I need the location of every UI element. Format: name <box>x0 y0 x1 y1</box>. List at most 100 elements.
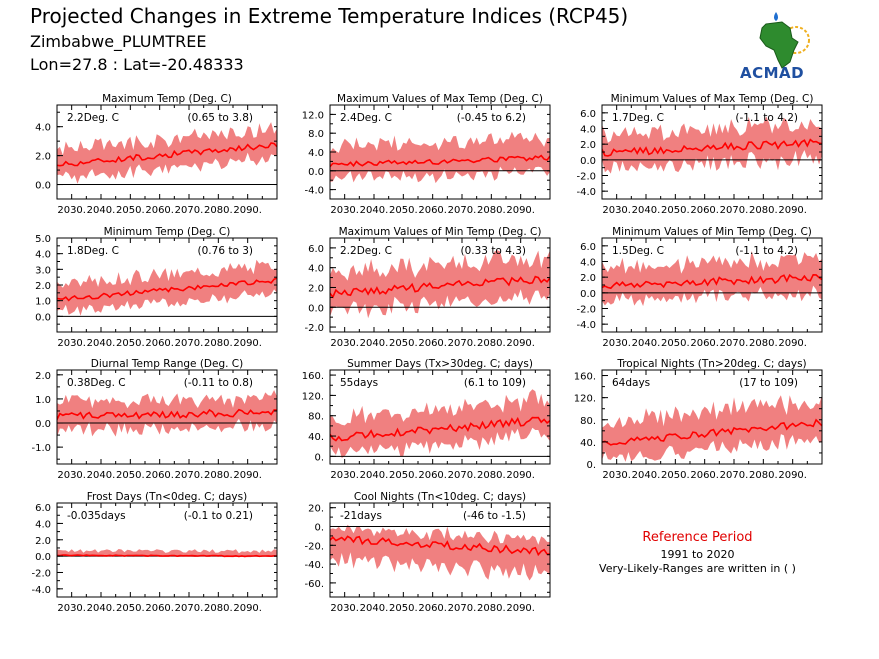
x-tick-label: 2050. <box>661 205 690 216</box>
y-tick-label: -40. <box>304 560 324 571</box>
y-tick-label: 6.0 <box>580 242 596 253</box>
reference-period-title: Reference Period <box>642 530 753 545</box>
y-tick-label: -4.0 <box>304 186 324 197</box>
x-tick-label: 2050. <box>389 338 418 349</box>
mean-change-label: 1.8Deg. C <box>67 245 119 257</box>
y-tick-label: 6.0 <box>580 109 596 120</box>
likely-range-label: (-1.1 to 4.2) <box>735 112 798 124</box>
chart-panel: 2030. 2040. 2050. 2060. 2070. 2080. 2090. -1.0 0… <box>31 358 278 481</box>
x-tick-label: 2080. <box>749 338 778 349</box>
x-tick-label: 2040. <box>87 470 116 481</box>
x-tick-label: 2070. <box>720 205 749 216</box>
x-tick-label: 2090. <box>233 470 262 481</box>
x-tick-label: 2030. <box>57 338 86 349</box>
y-tick-label: 2.0 <box>35 152 51 163</box>
mean-line <box>330 535 550 557</box>
chart-panel: 2030. 2040. 2050. 2060. 2070. 2080. 2090. -4.0 -… <box>576 93 823 216</box>
x-tick-label: 2080. <box>204 205 233 216</box>
plot-frame <box>56 104 278 200</box>
x-tick-label: 2060. <box>145 603 174 614</box>
chart-panel: 2030. 2040. 2050. 2060. 2070. 2080. 2090. -2.0 0… <box>304 226 551 349</box>
y-tick-label: 6.0 <box>308 244 324 255</box>
likely-range-label: (17 to 109) <box>739 377 798 389</box>
x-tick-label: 2060. <box>145 470 174 481</box>
x-tick-label: 2040. <box>360 205 389 216</box>
range-band <box>602 251 822 307</box>
y-tick-label: 4.0 <box>580 258 596 269</box>
y-tick-label: 1.0 <box>35 395 51 406</box>
x-tick-label: 2090. <box>506 338 535 349</box>
likely-range-label: (-0.45 to 6.2) <box>457 112 526 124</box>
likely-range-label: (6.1 to 109) <box>464 377 526 389</box>
x-tick-label: 2030. <box>57 470 86 481</box>
y-tick-label: 0.0 <box>308 303 324 314</box>
range-band <box>330 131 550 184</box>
station-name: Zimbabwe_PLUMTREE <box>30 32 207 51</box>
y-tick-label: 80. <box>580 416 596 427</box>
likely-range-label: (0.33 to 4.3) <box>461 245 527 257</box>
mean-change-label: 64days <box>612 377 650 389</box>
likely-range-label: (0.76 to 3) <box>198 245 253 257</box>
y-tick-label: 0.0 <box>35 181 51 192</box>
plot-frame <box>56 369 278 465</box>
y-tick-label: 0.0 <box>35 312 51 323</box>
range-band <box>330 524 550 581</box>
chart-panel: 2030. 2040. 2050. 2060. 2070. 2080. 2090. -4.0 -… <box>31 491 278 614</box>
y-tick-label: 1.0 <box>35 297 51 308</box>
y-tick-label: 4.0 <box>580 125 596 136</box>
mean-line <box>57 142 277 167</box>
x-tick-label: 2050. <box>389 205 418 216</box>
y-tick-label: 40. <box>580 438 596 449</box>
y-tick-label: -60. <box>304 579 324 590</box>
y-tick-label: -2.0 <box>576 172 596 183</box>
y-tick-label: 0. <box>586 460 596 471</box>
y-tick-label: 2.0 <box>308 283 324 294</box>
logo-text: ACMAD <box>740 64 805 82</box>
y-tick-label: 0.0 <box>580 289 596 300</box>
mean-line <box>57 277 277 302</box>
chart-panel: 2030. 2040. 2050. 2060. 2070. 2080. 2090. 0.0 2.… <box>35 93 278 216</box>
mean-line <box>602 418 822 446</box>
x-tick-label: 2060. <box>418 338 447 349</box>
y-tick-label: 12.0 <box>302 110 324 121</box>
x-tick-label: 2040. <box>632 470 661 481</box>
y-tick-label: 4.0 <box>35 250 51 261</box>
x-tick-label: 2070. <box>720 470 749 481</box>
x-tick-label: 2040. <box>87 338 116 349</box>
acmad-logo-icon <box>759 12 810 69</box>
chart-title: Diurnal Temp Range (Deg. C) <box>91 358 243 370</box>
chart-panel: 2030. 2040. 2050. 2060. 2070. 2080. 2090. 0. 40.… <box>302 358 551 481</box>
x-tick-label: 2080. <box>204 470 233 481</box>
x-tick-label: 2060. <box>145 205 174 216</box>
mean-change-label: 2.2Deg. C <box>340 245 392 257</box>
x-tick-label: 2050. <box>661 470 690 481</box>
y-tick-label: 0. <box>314 523 324 534</box>
chart-title: Minimum Values of Max Temp (Deg. C) <box>611 93 814 105</box>
y-tick-label: 0.0 <box>308 167 324 178</box>
x-tick-label: 2050. <box>116 470 145 481</box>
x-tick-label: 2060. <box>690 338 719 349</box>
x-tick-label: 2040. <box>632 338 661 349</box>
mean-change-label: -21days <box>340 510 382 522</box>
y-tick-label: 8.0 <box>308 129 324 140</box>
reference-period-years: 1991 to 2020 <box>660 548 735 561</box>
x-tick-label: 2050. <box>116 603 145 614</box>
mean-change-label: 1.7Deg. C <box>612 112 664 124</box>
x-tick-label: 2060. <box>690 470 719 481</box>
y-tick-label: 20. <box>308 504 324 515</box>
y-tick-label: 40. <box>308 432 324 443</box>
y-tick-label: 5.0 <box>35 234 51 245</box>
x-tick-label: 2030. <box>602 205 631 216</box>
x-tick-label: 2030. <box>602 338 631 349</box>
chart-title: Minimum Temp (Deg. C) <box>104 226 231 238</box>
x-tick-label: 2080. <box>477 338 506 349</box>
likely-range-label: (0.65 to 3.8) <box>188 112 254 124</box>
y-tick-label: 3.0 <box>35 265 51 276</box>
y-tick-label: 0.0 <box>580 156 596 167</box>
mean-line <box>330 275 550 299</box>
x-tick-label: 2050. <box>116 338 145 349</box>
y-tick-label: 120. <box>574 394 596 405</box>
x-tick-label: 2050. <box>389 470 418 481</box>
mean-change-label: 1.5Deg. C <box>612 245 664 257</box>
y-tick-label: -20. <box>304 541 324 552</box>
